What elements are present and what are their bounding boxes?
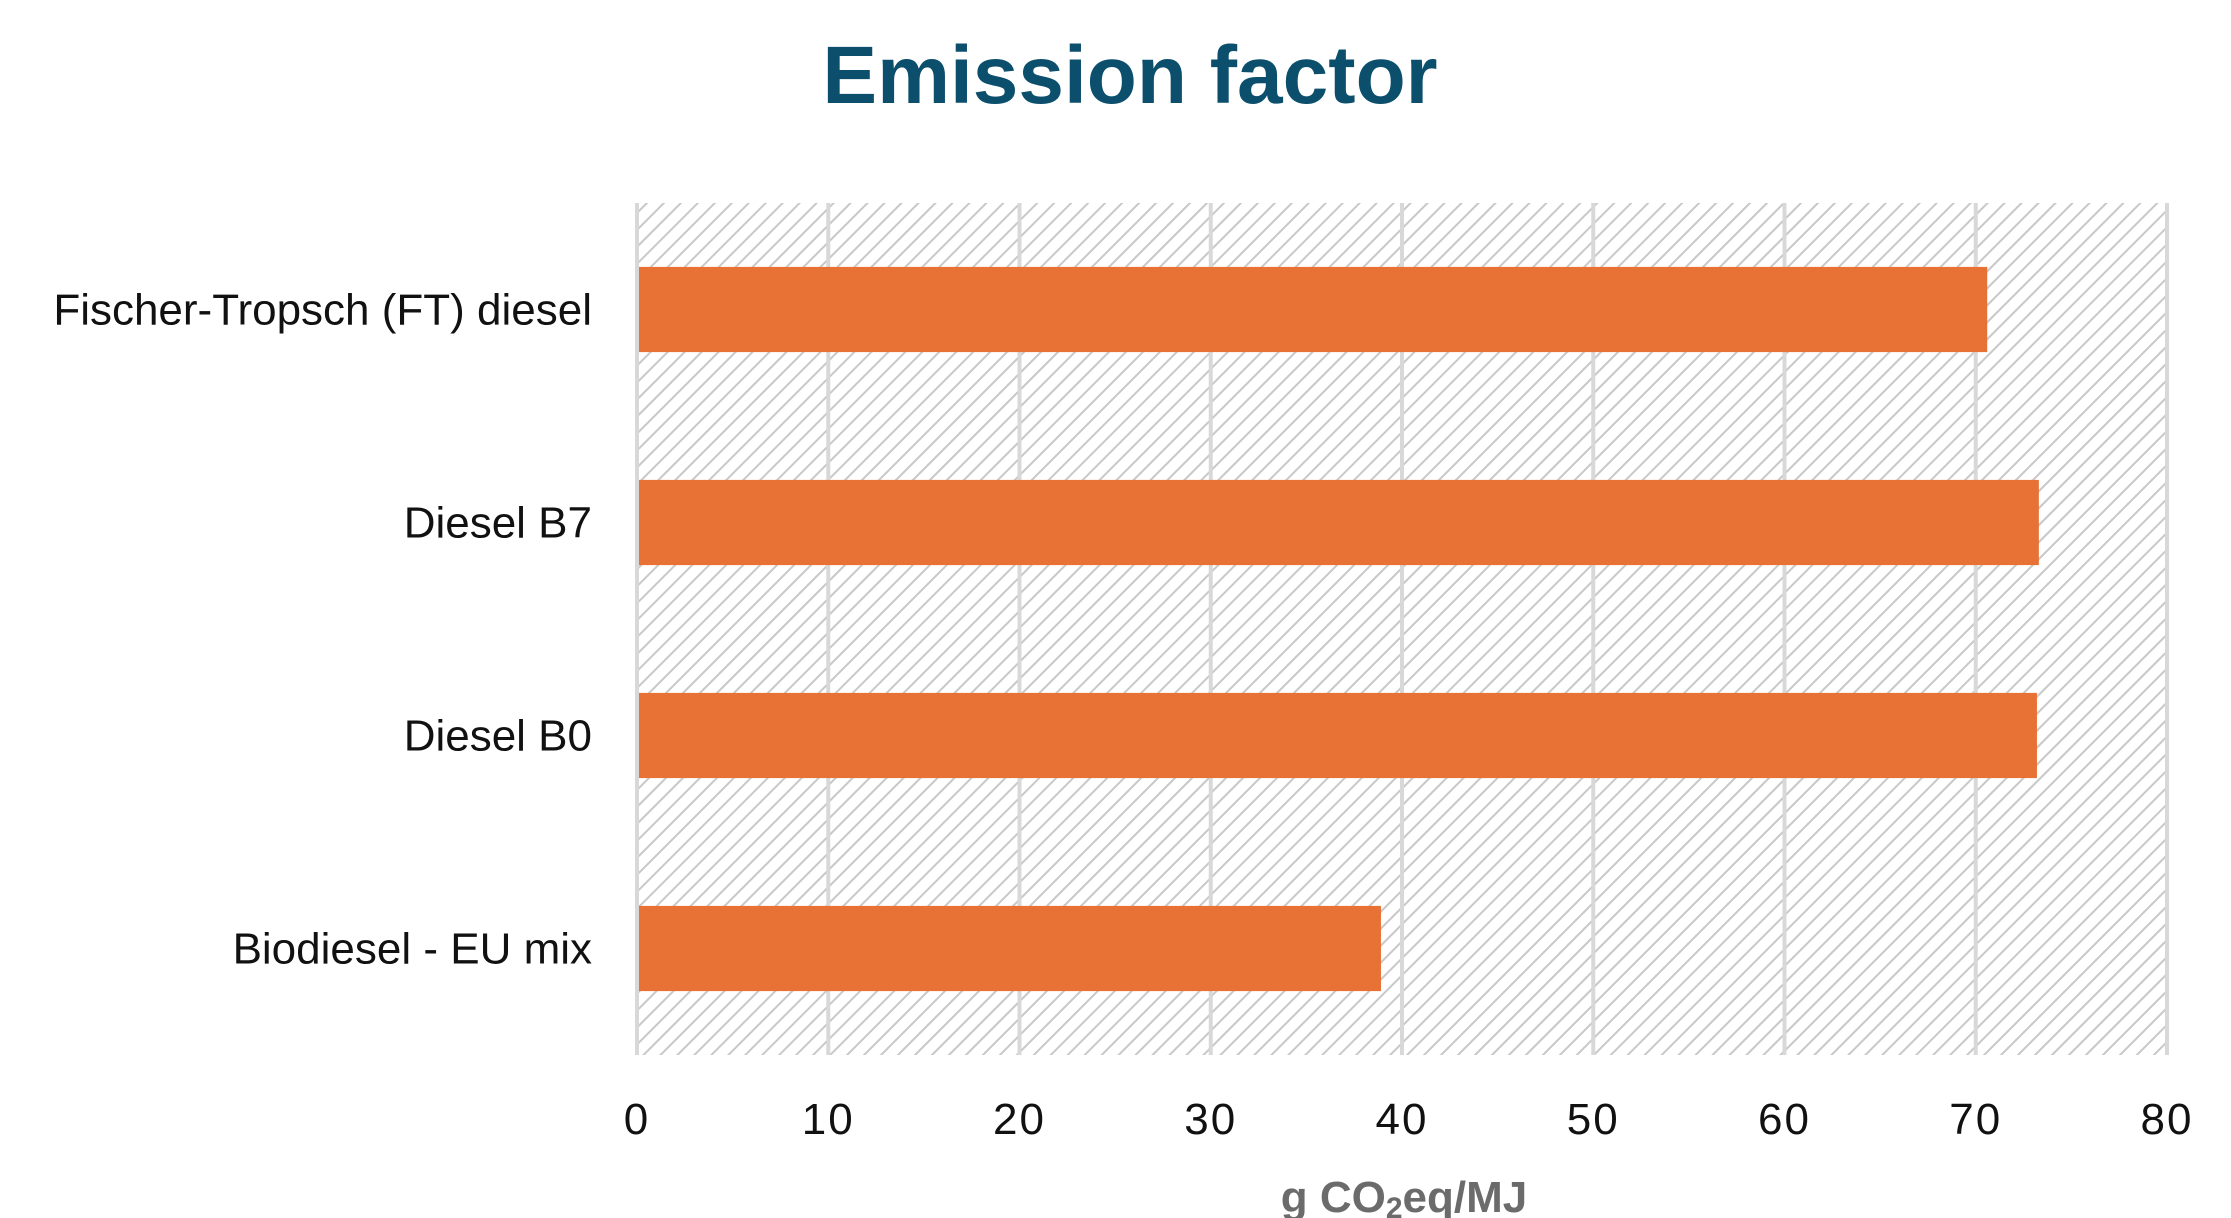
x-axis-title-prefix: g CO	[1281, 1173, 1386, 1218]
x-tick-label: 10	[802, 1095, 855, 1144]
category-label: Fischer-Tropsch (FT) diesel	[53, 286, 592, 335]
x-tick-label: 70	[1949, 1095, 2002, 1144]
category-label: Biodiesel - EU mix	[233, 925, 592, 974]
x-tick-label: 30	[1184, 1095, 1237, 1144]
x-tick-label: 0	[624, 1095, 650, 1144]
x-tick-label: 60	[1758, 1095, 1811, 1144]
bar	[639, 479, 2039, 566]
x-tick-label: 50	[1567, 1095, 1620, 1144]
category-label: Diesel B7	[404, 499, 592, 548]
x-tick-label: 40	[1376, 1095, 1429, 1144]
x-tick-label: 20	[993, 1095, 1046, 1144]
x-axis-title-suffix: eq/MJ	[1403, 1173, 1528, 1218]
chart-title: Emission factor	[822, 30, 1437, 121]
bar	[639, 266, 1988, 353]
x-tick-labels: 0 10 20 30 40 50 60 70 80	[624, 1095, 2194, 1144]
x-tick-label: 80	[2141, 1095, 2194, 1144]
bars	[639, 266, 2039, 992]
bar	[639, 905, 1381, 992]
x-axis-title: g CO2eq/MJ	[1281, 1173, 1528, 1218]
bar	[639, 692, 2037, 779]
category-label: Diesel B0	[404, 712, 592, 761]
category-labels: Fischer-Tropsch (FT) diesel Diesel B7 Dies…	[53, 286, 592, 974]
x-axis-title-subscript: 2	[1386, 1192, 1403, 1218]
